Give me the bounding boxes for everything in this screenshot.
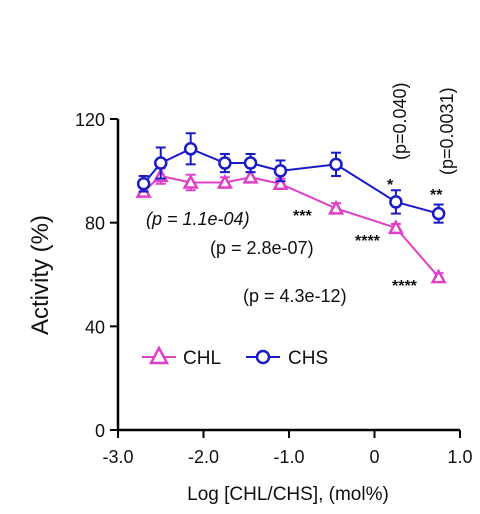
significance-stars-3: **** — [392, 278, 418, 295]
data-point-triangle — [182, 173, 199, 189]
data-point-circle — [218, 156, 232, 170]
data-point-triangle — [216, 173, 233, 189]
axes — [116, 119, 460, 432]
data-point-circle — [431, 206, 446, 221]
legend-item-chs: CHS — [246, 348, 328, 369]
y-axis-label: Activity (%) — [27, 215, 54, 335]
y-tick-label: 80 — [85, 214, 105, 234]
x-tick-label: 0 — [369, 447, 379, 467]
legend-triangle-icon — [148, 345, 170, 365]
legend-circle-icon — [255, 349, 271, 365]
legend-label-chs: CHS — [288, 348, 328, 369]
x-axis-ticks: -3.0 -2.0 -1.0 0 1.0 — [102, 430, 473, 467]
series-layer — [135, 132, 447, 284]
data-point-circle — [154, 156, 168, 170]
data-point-circle — [136, 177, 151, 191]
data-point-circle — [329, 157, 343, 172]
p-value-annotation-2: (p = 2.8e-07) — [210, 238, 314, 258]
data-point-circle — [389, 195, 403, 209]
data-point-circle — [183, 142, 198, 156]
significance-stars-2: **** — [355, 233, 381, 250]
legend: CHL CHS — [142, 345, 328, 369]
data-point-triangle — [387, 219, 404, 235]
x-tick-label: -2.0 — [188, 447, 219, 467]
legend-item-chl: CHL — [142, 345, 221, 369]
p-value-annotation-5: (p=0.0031) — [437, 87, 457, 175]
x-tick-label: -1.0 — [273, 447, 304, 467]
y-tick-label: 40 — [85, 317, 105, 337]
y-tick-label: 120 — [75, 110, 105, 130]
y-tick-label: 0 — [95, 421, 105, 441]
p-value-annotation-4: (p=0.040) — [390, 82, 410, 160]
significance-stars-4: * — [387, 177, 394, 194]
data-point-circle — [273, 164, 288, 178]
data-point-triangle — [430, 268, 447, 284]
x-tick-label: -3.0 — [102, 447, 133, 467]
data-point-triangle — [327, 199, 345, 215]
y-axis-ticks: 0 40 80 120 — [75, 110, 118, 441]
legend-label-chl: CHL — [183, 348, 221, 369]
significance-stars-5: ** — [430, 187, 443, 204]
significance-stars-1: *** — [293, 208, 312, 225]
data-point-triangle — [242, 168, 259, 184]
series-chs — [136, 132, 446, 224]
x-tick-label: 1.0 — [447, 447, 472, 467]
data-point-circle — [243, 156, 258, 170]
x-axis-label: Log [CHL/CHS], (mol%) — [187, 484, 389, 505]
data-point-triangle — [272, 175, 289, 191]
p-value-annotation-1: (p = 1.1e-04) — [146, 209, 250, 229]
p-value-annotation-3: (p = 4.3e-12) — [243, 286, 347, 306]
